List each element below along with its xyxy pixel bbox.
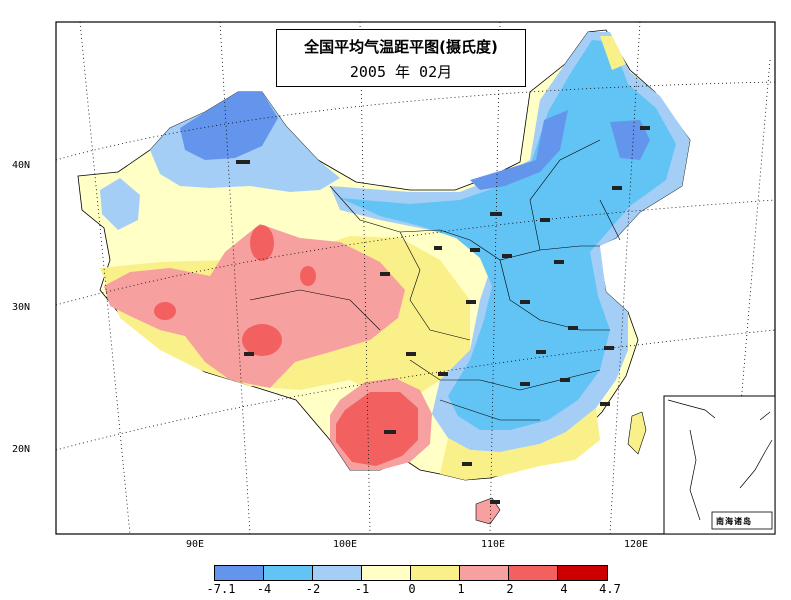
color-legend (214, 565, 608, 581)
anomaly-fill (77, 29, 691, 525)
legend-tick: 0 (408, 582, 416, 596)
legend-bin (215, 566, 264, 580)
legend-bin (411, 566, 460, 580)
lon-label-90: 90E (186, 539, 205, 550)
station-markers (236, 126, 650, 504)
legend-bin (460, 566, 509, 580)
lat-label-40: 40N (12, 160, 31, 171)
lon-label-100: 100E (333, 539, 358, 550)
legend-tick: -4 (256, 582, 272, 596)
inset-label: 南海诸岛 (716, 517, 752, 526)
legend-tick: 4 (560, 582, 568, 596)
legend-tick: -7.1 (206, 582, 236, 596)
legend-bin (362, 566, 411, 580)
map-title-box: 全国平均气温距平图(摄氏度) 2005 年 02月 (276, 29, 526, 87)
legend-tick: 2 (506, 582, 514, 596)
legend-bin (264, 566, 313, 580)
legend-bin (509, 566, 558, 580)
legend-tick: -2 (305, 582, 321, 596)
lat-label-20: 20N (12, 444, 31, 455)
lat-label-30: 30N (12, 302, 31, 313)
legend-tick: 4.7 (599, 582, 621, 596)
lon-label-110: 110E (481, 539, 506, 550)
legend-tick: 1 (457, 582, 465, 596)
province-boundaries (249, 139, 621, 421)
legend-tick: -1 (354, 582, 370, 596)
map-title: 全国平均气温距平图(摄氏度) (304, 38, 498, 56)
lon-label-120: 120E (624, 539, 649, 550)
legend-bin (558, 566, 607, 580)
map-date: 2005 年 02月 (349, 63, 453, 81)
south-sea-inset (663, 395, 776, 535)
legend-bin (313, 566, 362, 580)
